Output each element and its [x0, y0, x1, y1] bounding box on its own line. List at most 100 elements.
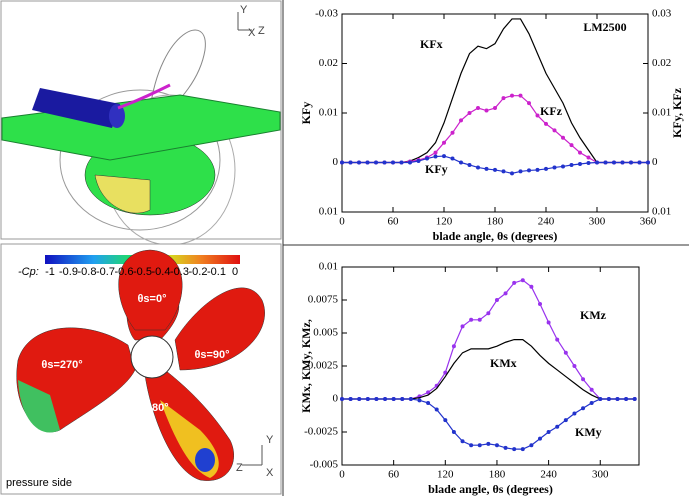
point [452, 344, 456, 348]
series-label: KMx [490, 356, 517, 370]
point [468, 163, 472, 167]
point [383, 397, 387, 401]
point [555, 338, 559, 342]
figure: YZX-Cp:-1-0.9-0.8-0.7-0.6-0.5-0.4-0.3-0.… [0, 0, 689, 496]
point [629, 161, 633, 165]
angle-label: θs=90° [194, 349, 229, 361]
point [357, 397, 361, 401]
y-tick-label: -0.0025 [304, 426, 338, 438]
point [349, 397, 353, 401]
y-tick-label: 0.01 [319, 206, 338, 218]
colorbar-tick: -0.2 [189, 266, 208, 278]
point [538, 302, 542, 306]
point [587, 156, 591, 160]
point [366, 161, 370, 165]
colorbar-tick: -1 [45, 266, 55, 278]
point [529, 443, 533, 447]
point [435, 408, 439, 412]
y-tick-label: 0.02 [319, 57, 338, 69]
point [547, 320, 551, 324]
series-label: KMz [580, 308, 607, 322]
colorbar-tick: -0.9 [59, 266, 78, 278]
series-label: KFx [420, 37, 443, 51]
axis-label: Z [236, 462, 243, 474]
point [590, 401, 594, 405]
point [598, 397, 602, 401]
point [578, 162, 582, 166]
y-tick-label: 0.01 [319, 261, 338, 273]
point [512, 281, 516, 285]
point [538, 437, 542, 441]
colorbar-tick: -0.6 [115, 266, 134, 278]
x-tick-label: 240 [538, 216, 555, 228]
y-axis-label: KMx, KMy, KMz, [299, 319, 313, 413]
point [607, 397, 611, 401]
point [595, 161, 599, 165]
point [570, 143, 574, 147]
point [469, 443, 473, 447]
point [564, 418, 568, 422]
y2-tick-label: 0.02 [652, 57, 671, 69]
point [519, 94, 523, 98]
point [485, 109, 489, 113]
point [604, 161, 608, 165]
y2-tick-label: 0.01 [652, 107, 671, 119]
series-line [342, 280, 635, 399]
point [478, 443, 482, 447]
point [502, 169, 506, 173]
point [572, 412, 576, 416]
point [555, 425, 559, 429]
y-tick-label: 0 [333, 393, 339, 405]
point [572, 364, 576, 368]
angle-label: θs=270° [41, 359, 82, 371]
point [417, 159, 421, 163]
point [502, 96, 506, 100]
point [519, 169, 523, 173]
x-axis-label: blade angle, θs (degrees) [428, 482, 553, 496]
point [510, 171, 514, 175]
point [495, 298, 499, 302]
y-tick-label: 0.0075 [308, 294, 339, 306]
point [486, 442, 490, 446]
angle-label: θs=0° [137, 293, 166, 305]
point [581, 377, 585, 381]
point [570, 163, 574, 167]
point [504, 446, 508, 450]
colorbar-tick: -0.4 [152, 266, 171, 278]
point [612, 161, 616, 165]
chart: 060120180240300-0.005-0.002500.00250.005… [299, 261, 639, 496]
point [459, 118, 463, 122]
point [340, 161, 344, 165]
point [451, 131, 455, 135]
point [633, 397, 637, 401]
point [493, 168, 497, 172]
point [417, 398, 421, 402]
axis-label: Y [240, 4, 248, 16]
point [510, 94, 514, 98]
point [400, 161, 404, 165]
colorbar-tick: -0.7 [96, 266, 115, 278]
x-tick-label: 180 [487, 216, 504, 228]
point [621, 161, 625, 165]
point [408, 161, 412, 165]
point [561, 164, 565, 168]
point [434, 155, 438, 159]
caption: pressure side [6, 477, 72, 489]
point [451, 157, 455, 161]
point [590, 388, 594, 392]
y2-tick-label: 0.03 [652, 8, 672, 20]
point [493, 106, 497, 110]
point [578, 151, 582, 155]
point [442, 154, 446, 158]
y2-axis-label: KFy, KFz [670, 87, 684, 138]
y-tick-label: 0.005 [313, 327, 338, 339]
series-label: KMy [575, 425, 602, 439]
point [587, 161, 591, 165]
point [536, 113, 540, 117]
point [340, 397, 344, 401]
point [392, 397, 396, 401]
chart-title: LM2500 [583, 20, 626, 34]
point [452, 430, 456, 434]
y-tick-label: -0.03 [315, 8, 338, 20]
point [544, 167, 548, 171]
